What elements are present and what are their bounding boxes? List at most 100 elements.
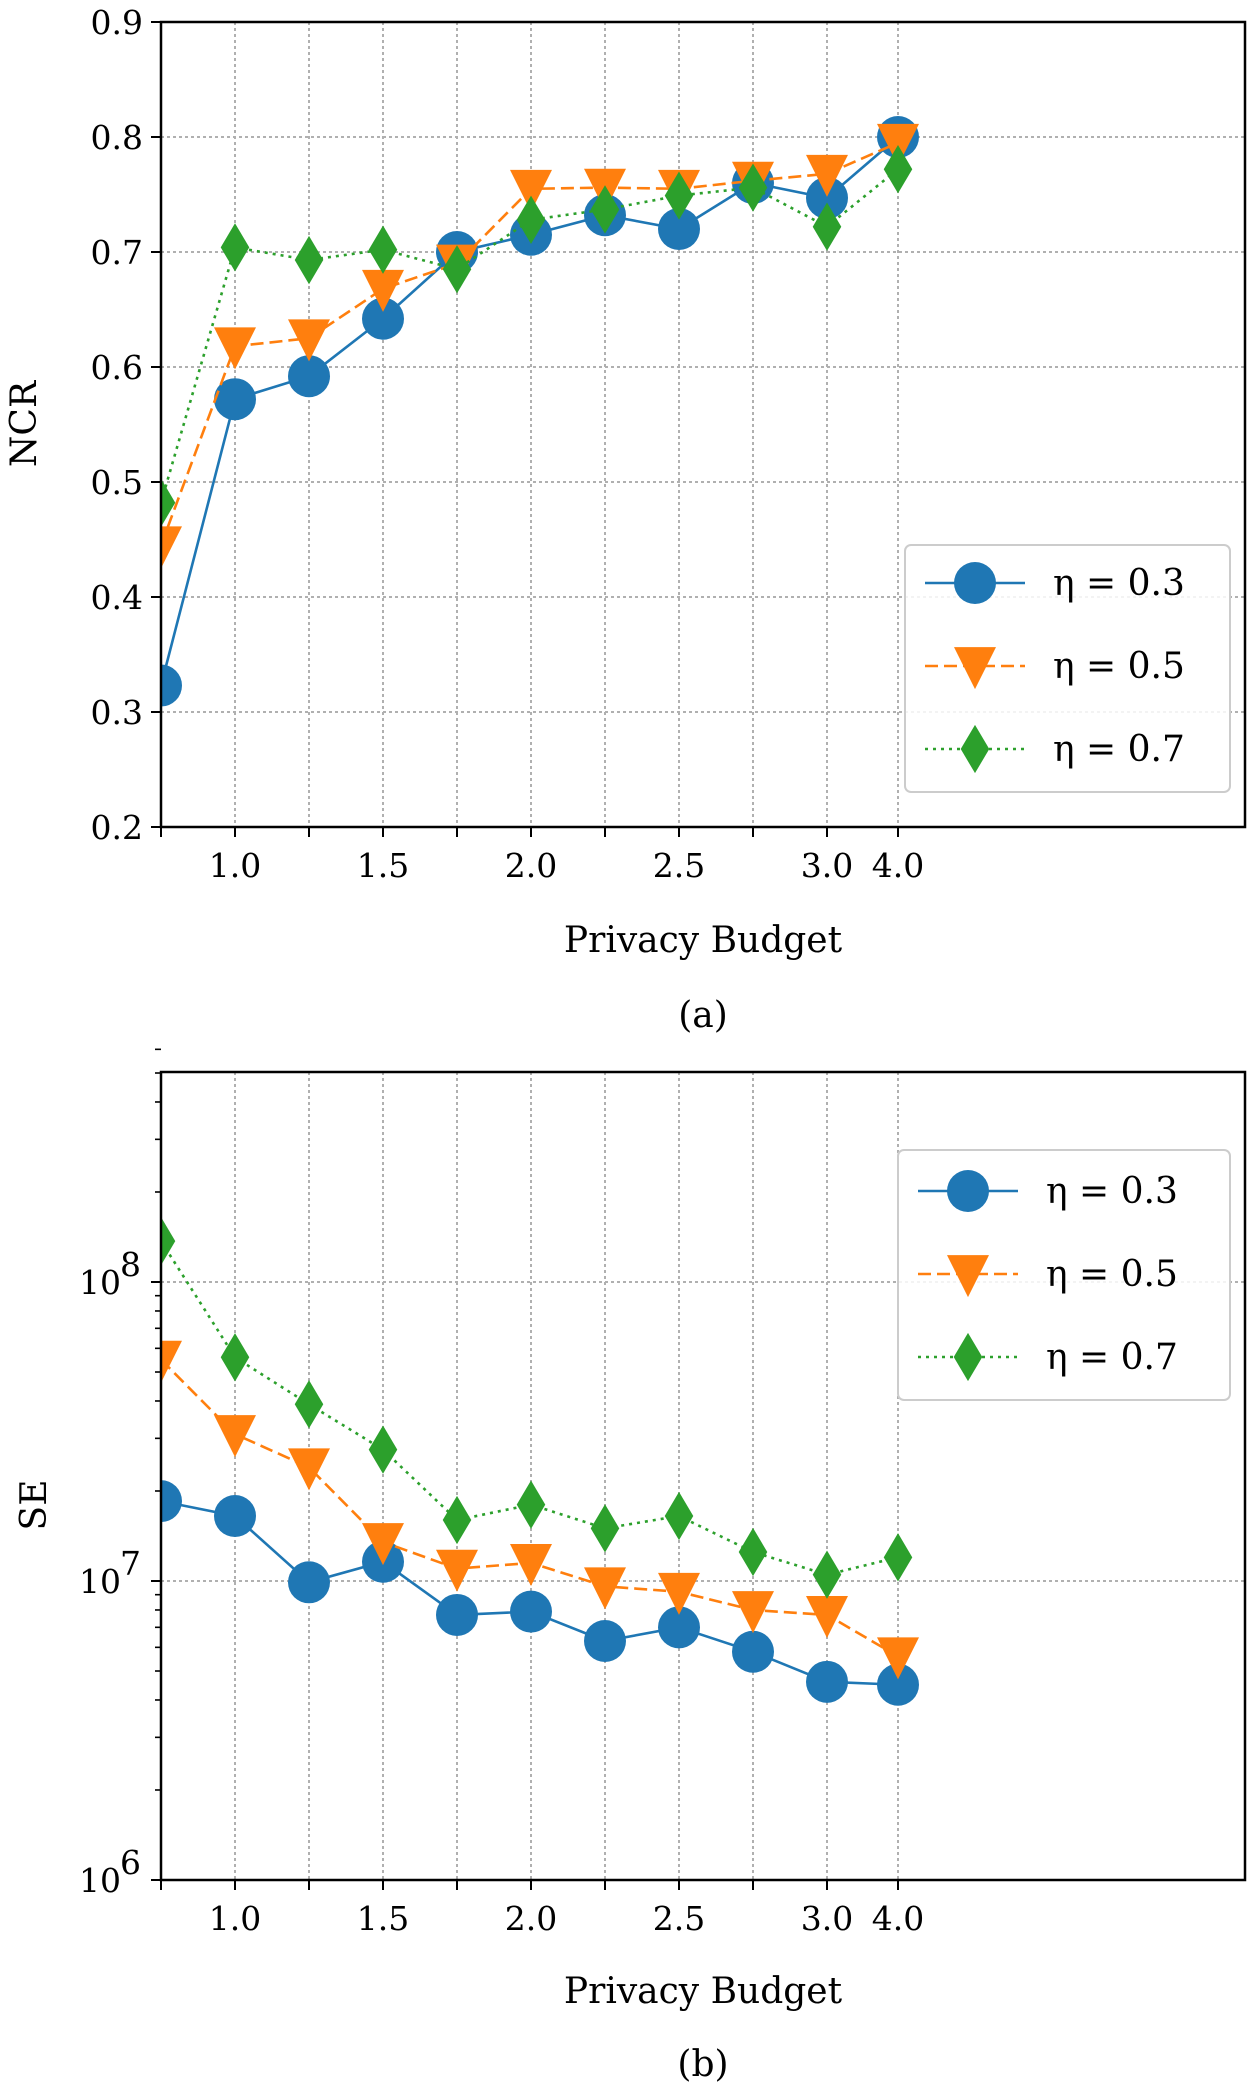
x-tick-label: 1.0 — [209, 846, 261, 885]
data-point — [288, 1561, 330, 1604]
y-tick-label: 10 — [79, 1562, 121, 1601]
legend-box — [904, 544, 1231, 793]
legend: η = 0.3 η = 0.5 η = 0.7 — [897, 1149, 1231, 1401]
legend-marker — [947, 1255, 989, 1298]
data-point — [161, 1216, 176, 1266]
legend-label: η = 0.3 — [1053, 563, 1185, 604]
x-tick-label: 1.5 — [357, 1899, 409, 1938]
data-point — [362, 1523, 404, 1566]
data-point — [220, 223, 250, 272]
ncr-chart: 1.0 1.5 2.0 2.5 3.0 4.0 0.2 0.3 0.4 0.5 0.6 0.7 0.8 0… — [4, 3, 1247, 1036]
series-line — [161, 168, 899, 504]
y-tick-exponent: 7 — [120, 1544, 141, 1583]
legend-marker — [960, 724, 990, 774]
data-point — [658, 208, 700, 250]
data-point — [362, 297, 404, 340]
legend-label: η = 0.7 — [1046, 1337, 1178, 1378]
legend-marker — [954, 647, 996, 690]
y-axis-label: SE — [14, 1480, 55, 1531]
y-tick-label: 0.3 — [91, 693, 143, 732]
caption-a: (a) — [678, 995, 728, 1036]
legend: η = 0.3 η = 0.5 η = 0.7 — [904, 544, 1231, 793]
data-point — [584, 1567, 626, 1610]
data-point — [368, 225, 398, 274]
caption-b: (b) — [677, 2044, 728, 2085]
data-point — [877, 1637, 919, 1680]
data-point — [362, 269, 404, 312]
legend-label: η = 0.7 — [1053, 729, 1185, 770]
x-axis-label: Privacy Budget — [564, 1971, 843, 2012]
x-tick-label: 1.5 — [357, 846, 409, 885]
data-point — [510, 169, 552, 212]
data-point — [510, 1543, 552, 1586]
data-point — [510, 1590, 552, 1633]
legend-label: η = 0.3 — [1046, 1171, 1178, 1212]
y-tick-label: 0.6 — [91, 348, 143, 387]
x-tick-label: 4.0 — [872, 1899, 924, 1938]
legend-marker — [953, 1332, 983, 1382]
data-point — [658, 1606, 700, 1649]
x-tick-label: 4.0 — [872, 846, 924, 885]
data-point — [516, 195, 546, 244]
legend-marker — [947, 1170, 989, 1212]
ticks: 1.0 1.5 2.0 2.5 3.0 4.0 0.2 0.3 0.4 0.5 0.6 0.7 0.8 0… — [91, 3, 925, 885]
y-tick-exponent: 8 — [120, 1245, 141, 1284]
data-point — [161, 1340, 182, 1383]
data-point — [368, 1425, 398, 1474]
data-point — [812, 1550, 842, 1599]
x-tick-label: 3.0 — [801, 846, 853, 885]
data-point — [883, 1533, 913, 1582]
legend-label: η = 0.5 — [1053, 646, 1185, 687]
data-point — [214, 1415, 256, 1458]
data-point — [806, 154, 848, 197]
plot-frame — [159, 1070, 1247, 1882]
data-point — [806, 1660, 848, 1703]
data-point — [664, 171, 694, 220]
data-point — [436, 1593, 478, 1636]
y-tick-label: 0.9 — [91, 3, 143, 42]
y-tick-label: 10 — [79, 1861, 121, 1900]
y-tick-label: 0.8 — [91, 118, 143, 157]
data-point — [806, 176, 848, 219]
y-tick-label: 0.4 — [91, 578, 143, 617]
data-point — [294, 235, 324, 285]
series-group — [161, 116, 919, 707]
data-point — [732, 1591, 774, 1634]
data-point — [658, 1572, 700, 1615]
data-point — [806, 1596, 848, 1639]
data-point — [812, 202, 842, 251]
data-point — [214, 1494, 256, 1537]
y-tick-label: 0.5 — [91, 463, 143, 502]
legend-marker — [954, 562, 996, 604]
data-point — [738, 163, 768, 212]
x-tick-label: 1.0 — [209, 1899, 261, 1938]
data-point — [590, 1504, 620, 1553]
x-tick-label: 2.0 — [505, 1899, 557, 1938]
series-group — [161, 1216, 919, 1706]
data-point — [877, 123, 919, 166]
data-point — [442, 245, 472, 294]
data-point — [288, 1448, 330, 1491]
y-tick-exponent: 6 — [120, 1843, 141, 1882]
data-point — [214, 327, 256, 370]
data-point — [288, 319, 330, 362]
y-axis-label: NCR — [4, 380, 45, 467]
data-point — [732, 1630, 774, 1673]
data-point — [883, 145, 913, 194]
x-tick-label: 2.5 — [653, 846, 705, 885]
x-axis-label: Privacy Budget — [564, 920, 843, 961]
data-point — [664, 1491, 694, 1541]
data-point — [161, 664, 182, 707]
data-point — [442, 1495, 472, 1545]
x-tick-label: 2.0 — [505, 846, 557, 885]
data-point — [220, 1333, 250, 1382]
data-point — [214, 378, 256, 421]
legend-label: η = 0.5 — [1046, 1254, 1178, 1295]
data-point — [161, 478, 176, 527]
data-point — [590, 185, 620, 234]
y-tick-label: 0.7 — [91, 233, 143, 272]
data-point — [738, 1527, 768, 1577]
